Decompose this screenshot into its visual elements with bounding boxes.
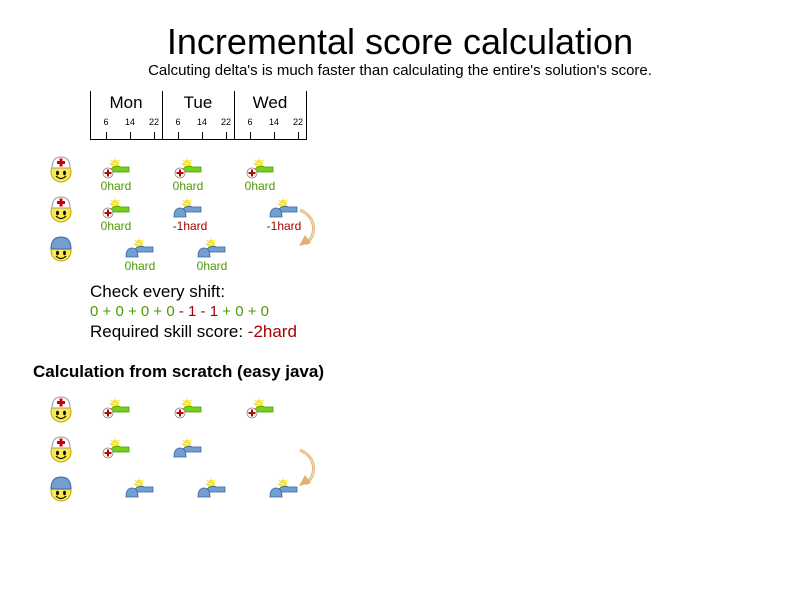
- nurse-day-shift-icon: [175, 158, 201, 178]
- tick-label: 14: [196, 117, 207, 127]
- score-result-label: Required skill score:: [90, 322, 248, 341]
- doctor-smiley-icon: [50, 236, 72, 262]
- day-label-mon: Mon: [109, 93, 143, 112]
- check-label: Check every shift:: [90, 282, 226, 301]
- sum-term: 1: [188, 303, 197, 320]
- doctor-day-shift-icon: [126, 478, 153, 497]
- sum-term: 0: [140, 303, 150, 320]
- move-arrow-icon: [299, 448, 315, 486]
- sum-term: 1: [209, 303, 219, 320]
- nurse-day-shift-icon: [103, 198, 129, 218]
- shift-score-ok: 0hard: [124, 259, 156, 273]
- day-label-tue: Tue: [183, 93, 213, 112]
- score-result-value: -2hard: [247, 322, 297, 341]
- sum-term: 0: [235, 303, 244, 320]
- doctor-day-shift-icon: [198, 478, 225, 497]
- move-arrow-icon: [299, 208, 315, 246]
- shift-score-broken: -1hard: [172, 219, 208, 233]
- tick-label: 22: [292, 117, 303, 127]
- nurse-smiley-icon: [50, 436, 72, 463]
- shift-score-ok: 0hard: [172, 179, 204, 193]
- doctor-day-shift-icon: [126, 238, 153, 257]
- diagram-subtitle: Calcuting delta's is much faster than ca…: [148, 62, 652, 79]
- section-heading: Calculation from scratch (easy java): [33, 362, 325, 381]
- doctor-day-shift-icon: [270, 478, 297, 497]
- sum-term: 0: [166, 303, 175, 320]
- tick-label: 6: [247, 117, 253, 127]
- nurse-day-shift-icon: [175, 398, 201, 418]
- nurse-day-shift-icon: [103, 438, 129, 458]
- timeline-axis: [90, 91, 307, 140]
- nurse-day-shift-icon: [103, 398, 129, 418]
- doctor-day-shift-icon: [270, 198, 297, 217]
- shift-score-ok: 0hard: [100, 179, 132, 193]
- day-label-wed: Wed: [252, 93, 288, 112]
- nurse-smiley-icon: [50, 156, 72, 183]
- sum-term: +: [218, 303, 236, 320]
- sum-term: -: [196, 303, 210, 320]
- doctor-day-shift-icon: [174, 198, 201, 217]
- score-result: Required skill score: -2hard: [90, 322, 297, 342]
- sum-term: +: [149, 303, 167, 320]
- tick-label: 14: [268, 117, 279, 127]
- sum-term: 0: [115, 303, 124, 320]
- diagram-title: Incremental score calculation: [166, 21, 634, 62]
- nurse-day-shift-icon: [103, 158, 129, 178]
- doctor-day-shift-icon: [174, 438, 201, 457]
- nurse-smiley-icon: [50, 196, 72, 223]
- sum-term: +: [123, 303, 141, 320]
- shift-score-ok: 0hard: [100, 219, 132, 233]
- shift-score-broken: -1hard: [266, 219, 302, 233]
- doctor-day-shift-icon: [198, 238, 225, 257]
- sum-term: +: [98, 303, 116, 320]
- doctor-smiley-icon: [50, 476, 72, 502]
- nurse-day-shift-icon: [247, 398, 273, 418]
- nurse-smiley-icon: [50, 396, 72, 423]
- score-sum: 0 + 0 + 0 + 0 - 1 - 1 + 0 + 0: [90, 303, 269, 321]
- sum-term: -: [174, 303, 189, 320]
- shift-score-ok: 0hard: [244, 179, 276, 193]
- shift-score-ok: 0hard: [196, 259, 228, 273]
- tick-label: 6: [175, 117, 181, 127]
- tick-label: 6: [103, 117, 109, 127]
- nurse-day-shift-icon: [247, 158, 273, 178]
- sum-term: 0: [90, 303, 99, 320]
- tick-label: 22: [148, 117, 159, 127]
- sum-term: 0: [260, 303, 269, 320]
- tick-label: 14: [124, 117, 135, 127]
- sum-term: +: [243, 303, 261, 320]
- tick-label: 22: [220, 117, 231, 127]
